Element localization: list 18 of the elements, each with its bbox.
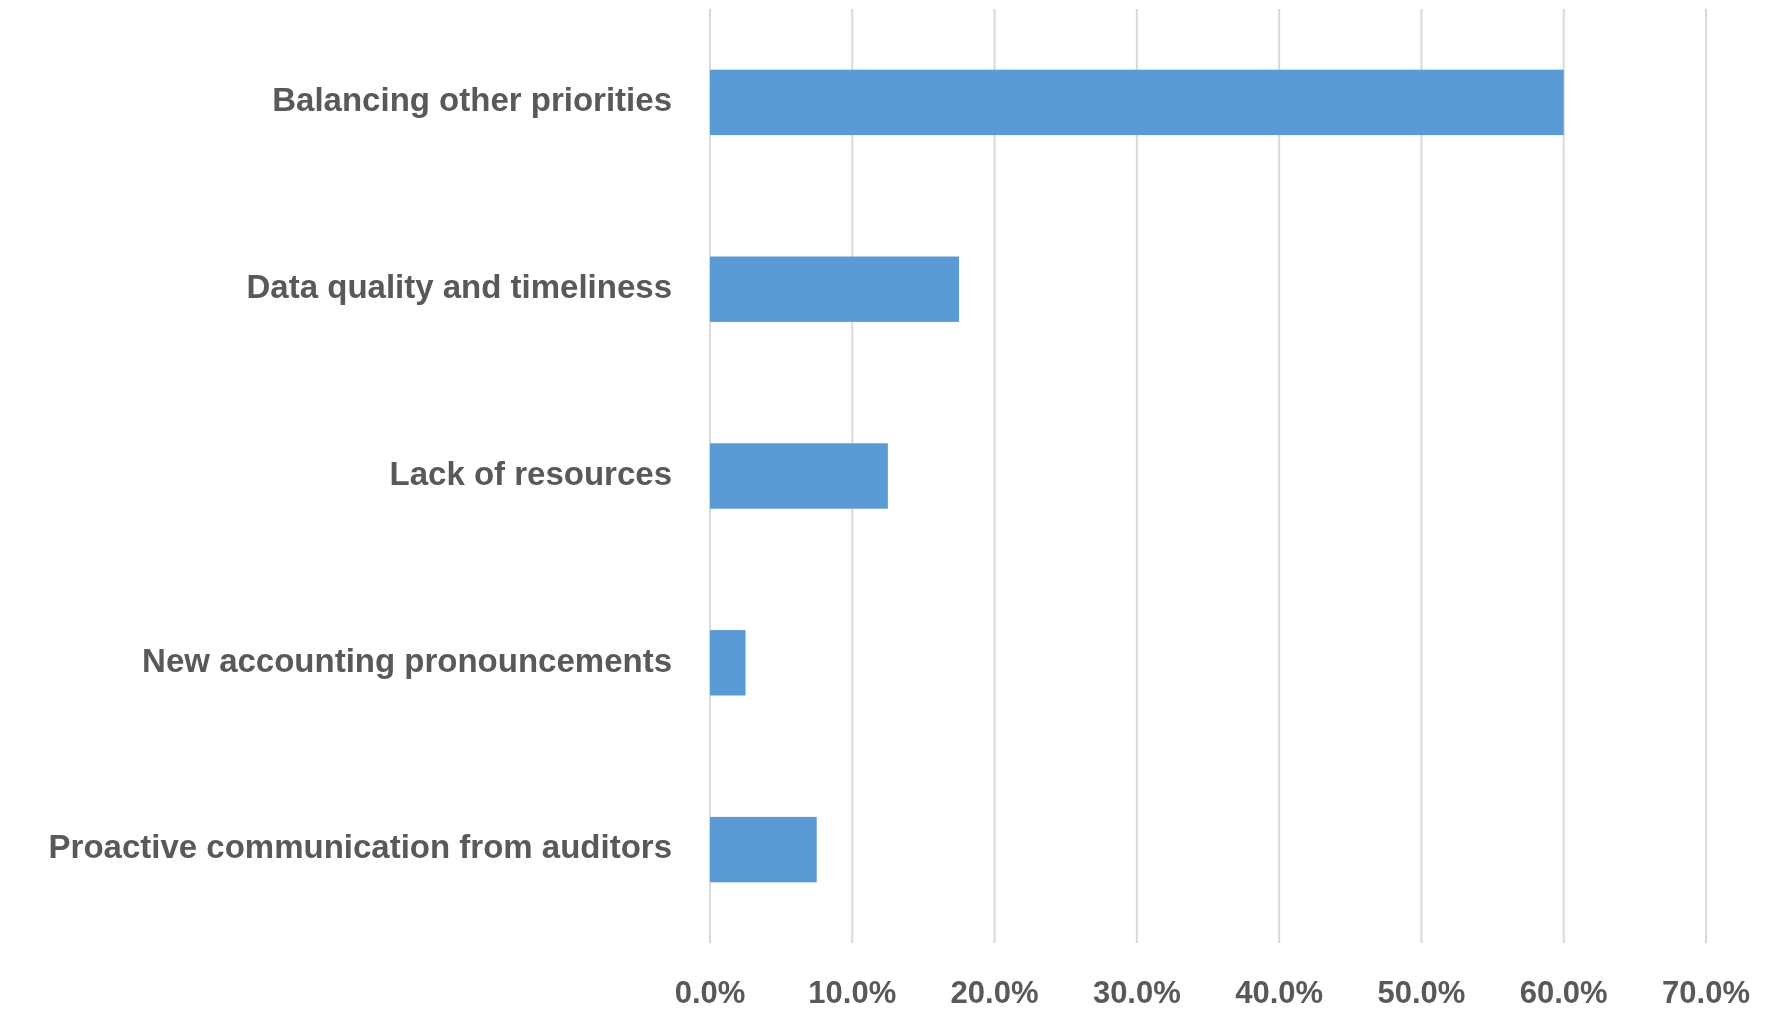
x-tick-label: 20.0% <box>950 975 1039 1010</box>
x-tick-label: 10.0% <box>808 975 897 1010</box>
bar <box>710 69 1564 136</box>
bar <box>710 816 817 883</box>
x-tick-label: 0.0% <box>674 975 746 1010</box>
y-tick-label: Proactive communication from auditors <box>48 828 672 866</box>
y-tick-label: New accounting pronouncements <box>142 641 672 679</box>
y-tick-label: Lack of resources <box>389 454 672 492</box>
x-tick-label: 60.0% <box>1519 975 1608 1010</box>
bar <box>710 443 888 509</box>
bar <box>710 256 959 322</box>
x-tick-label: 40.0% <box>1235 975 1324 1010</box>
x-tick-label: 70.0% <box>1662 975 1750 1010</box>
bar <box>710 630 746 696</box>
y-tick-label: Balancing other priorities <box>272 81 672 119</box>
y-tick-label: Data quality and timeliness <box>246 267 672 305</box>
x-tick-label: 50.0% <box>1377 975 1466 1010</box>
x-tick-label: 30.0% <box>1092 975 1181 1010</box>
